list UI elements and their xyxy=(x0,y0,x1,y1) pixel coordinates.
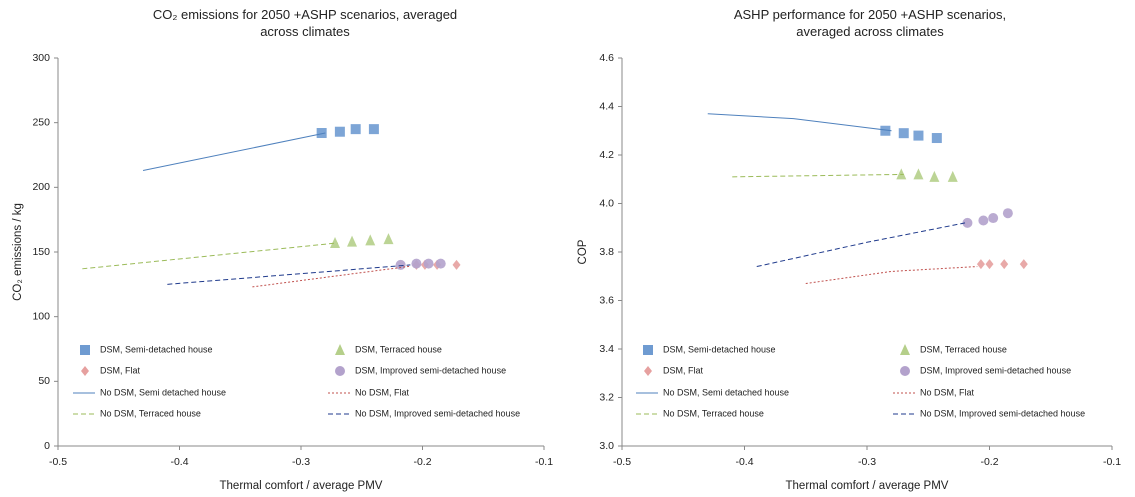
legend-label: DSM, Semi-detached house xyxy=(663,344,776,354)
legend-label: No DSM, Improved semi-detached house xyxy=(920,408,1085,418)
y-tick-label: 3.2 xyxy=(599,391,614,403)
legend-label: DSM, Terraced house xyxy=(355,344,442,354)
legend-label: DSM, Improved semi-detached house xyxy=(920,365,1071,375)
chart-title: CO₂ emissions for 2050 +ASHP scenarios, … xyxy=(152,7,458,39)
marker-square xyxy=(350,124,361,135)
x-tick-label: -0.4 xyxy=(170,456,188,468)
x-tick-label: -0.1 xyxy=(535,456,553,468)
marker-triangle xyxy=(330,236,341,248)
marker-diamond xyxy=(1019,259,1028,270)
marker-circle xyxy=(395,259,406,270)
line xyxy=(82,242,338,270)
marker-circle xyxy=(411,258,422,269)
y-tick-label: 250 xyxy=(32,116,50,128)
marker-diamond xyxy=(1000,259,1009,270)
marker-diamond xyxy=(81,366,89,376)
legend-label: DSM, Flat xyxy=(100,365,141,375)
x-tick-label: -0.5 xyxy=(49,456,67,468)
y-tick-label: 300 xyxy=(32,52,50,64)
marker-triangle xyxy=(896,168,907,180)
y-tick-label: 4.0 xyxy=(599,197,614,209)
line xyxy=(732,173,904,178)
y-tick-label: 150 xyxy=(32,246,50,258)
y-axis-label: COP xyxy=(577,239,589,264)
marker-square xyxy=(368,124,379,135)
marker-triangle xyxy=(947,170,958,182)
y-tick-label: 3.8 xyxy=(599,246,614,258)
marker-square xyxy=(80,345,90,355)
marker-square xyxy=(643,345,653,355)
marker-triangle xyxy=(383,233,394,245)
legend-label: DSM, Improved semi-detached house xyxy=(355,365,506,375)
x-tick-label: -0.1 xyxy=(1103,456,1121,468)
legend-label: No DSM, Flat xyxy=(920,387,975,397)
marker-circle xyxy=(962,217,973,228)
legend-label: No DSM, Semi detached house xyxy=(100,387,226,397)
y-tick-label: 3.6 xyxy=(599,294,614,306)
marker-diamond xyxy=(452,259,461,270)
marker-circle xyxy=(335,366,345,376)
x-tick-label: -0.4 xyxy=(735,456,753,468)
marker-square xyxy=(880,125,891,136)
legend-label: No DSM, Terraced house xyxy=(663,408,764,418)
x-tick-label: -0.3 xyxy=(858,456,876,468)
legend-label: No DSM, Semi detached house xyxy=(663,387,789,397)
marker-square xyxy=(316,128,327,139)
line xyxy=(707,113,892,132)
marker-square xyxy=(931,133,942,144)
marker-circle xyxy=(978,215,989,226)
marker-circle xyxy=(900,366,910,376)
marker-circle xyxy=(435,258,446,269)
marker-triangle xyxy=(347,235,358,247)
x-axis-label: Thermal comfort / average PMV xyxy=(786,480,949,492)
x-tick-label: -0.2 xyxy=(413,456,431,468)
marker-diamond xyxy=(985,259,994,270)
marker-triangle xyxy=(335,344,345,355)
y-tick-label: 4.6 xyxy=(599,52,614,64)
line xyxy=(167,264,411,285)
line xyxy=(805,266,978,285)
y-tick-label: 3.0 xyxy=(599,440,614,452)
legend-label: No DSM, Flat xyxy=(355,387,410,397)
marker-square xyxy=(898,128,909,139)
marker-diamond xyxy=(976,259,985,270)
y-tick-label: 200 xyxy=(32,181,50,193)
marker-triangle xyxy=(913,168,924,180)
marker-triangle xyxy=(929,170,940,182)
y-tick-label: 3.4 xyxy=(599,343,614,355)
marker-circle xyxy=(1002,208,1013,219)
marker-triangle xyxy=(365,234,376,246)
legend-label: No DSM, Improved semi-detached house xyxy=(355,408,520,418)
marker-diamond xyxy=(644,366,652,376)
legend-label: DSM, Terraced house xyxy=(920,344,1007,354)
y-tick-label: 4.4 xyxy=(599,100,614,112)
x-tick-label: -0.3 xyxy=(292,456,310,468)
y-tick-label: 0 xyxy=(44,440,50,452)
legend-label: DSM, Semi-detached house xyxy=(100,344,213,354)
marker-square xyxy=(334,126,345,137)
y-tick-label: 50 xyxy=(38,375,50,387)
marker-triangle xyxy=(900,344,910,355)
marker-square xyxy=(913,130,924,141)
x-tick-label: -0.5 xyxy=(613,456,631,468)
y-axis-label: CO₂ emissions / kg xyxy=(12,203,24,301)
marker-circle xyxy=(423,258,434,269)
x-axis-label: Thermal comfort / average PMV xyxy=(220,480,383,492)
x-tick-label: -0.2 xyxy=(980,456,998,468)
line xyxy=(252,265,411,288)
line xyxy=(756,222,966,268)
legend-label: No DSM, Terraced house xyxy=(100,408,201,418)
line xyxy=(142,132,326,172)
y-tick-label: 4.2 xyxy=(599,149,614,161)
marker-circle xyxy=(988,213,999,224)
legend-label: DSM, Flat xyxy=(663,365,704,375)
y-tick-label: 100 xyxy=(32,310,50,322)
chart-title: ASHP performance for 2050 +ASHP scenario… xyxy=(733,7,1007,39)
